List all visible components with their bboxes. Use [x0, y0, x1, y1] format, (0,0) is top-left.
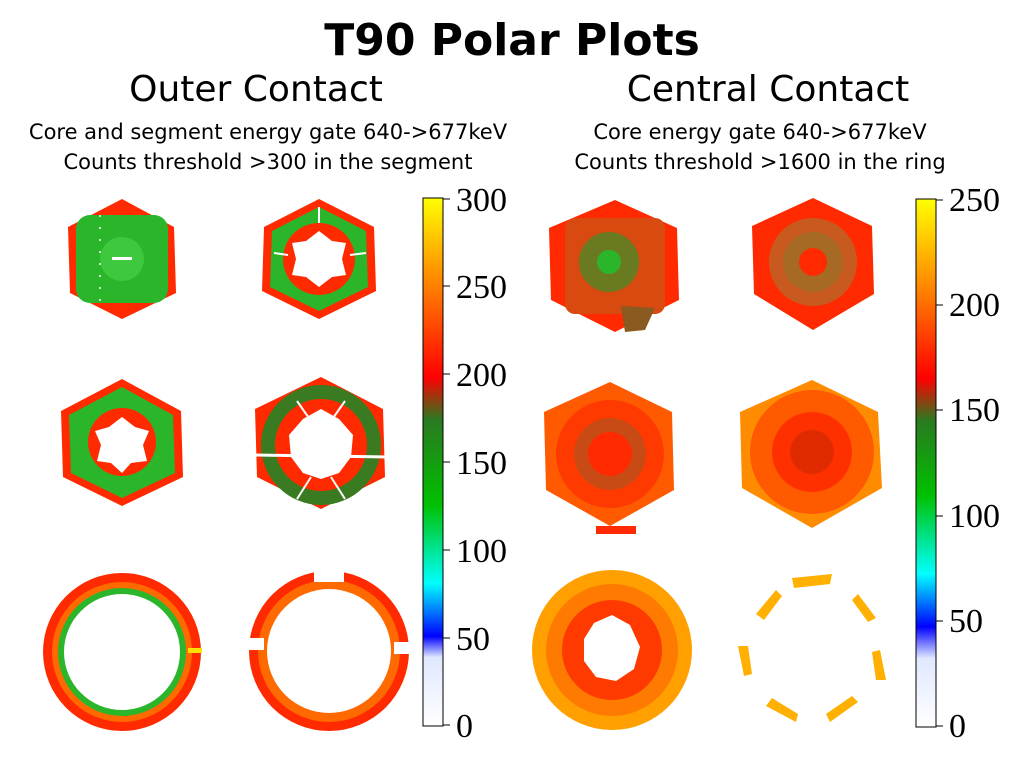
- central-contact-heading: Central Contact: [626, 69, 910, 110]
- outer-tick-200: 200: [456, 357, 507, 394]
- slide-title: T90 Polar Plots: [324, 15, 700, 66]
- central-plot-6: [730, 568, 895, 733]
- outer-tick-0: 0: [456, 708, 473, 745]
- outer-plot-4: [247, 373, 395, 513]
- central-threshold-text: Counts threshold >1600 in the ring: [574, 150, 946, 174]
- outer-plot-2: [254, 193, 384, 323]
- outer-gate-text: Core and segment energy gate 640->677keV: [28, 120, 508, 144]
- central-tick-200: 200: [949, 287, 1000, 324]
- outer-tick-300: 300: [456, 182, 507, 219]
- central-tick-0: 0: [949, 708, 966, 745]
- central-plot-3: [540, 378, 680, 538]
- central-colorbar: [915, 198, 943, 728]
- central-tick-100: 100: [949, 498, 1000, 535]
- central-plot-1: [545, 196, 685, 336]
- central-tick-50: 50: [949, 603, 983, 640]
- outer-tick-50: 50: [456, 621, 490, 658]
- outer-plot-1: [62, 195, 182, 323]
- central-plot-2: [748, 194, 878, 334]
- central-plot-4: [736, 376, 888, 536]
- central-tick-150: 150: [949, 392, 1000, 429]
- central-tick-250: 250: [949, 182, 1000, 219]
- outer-threshold-text: Counts threshold >300 in the segment: [63, 150, 473, 174]
- outer-plot-6: [244, 568, 414, 733]
- outer-contact-heading: Outer Contact: [129, 69, 383, 110]
- outer-tick-150: 150: [456, 445, 507, 482]
- outer-tick-100: 100: [456, 533, 507, 570]
- central-gate-text: Core energy gate 640->677keV: [593, 120, 927, 144]
- outer-colorbar: [422, 197, 450, 727]
- central-plot-5: [530, 565, 695, 735]
- outer-tick-250: 250: [456, 269, 507, 306]
- outer-plot-3: [55, 375, 190, 510]
- outer-plot-5: [40, 570, 205, 735]
